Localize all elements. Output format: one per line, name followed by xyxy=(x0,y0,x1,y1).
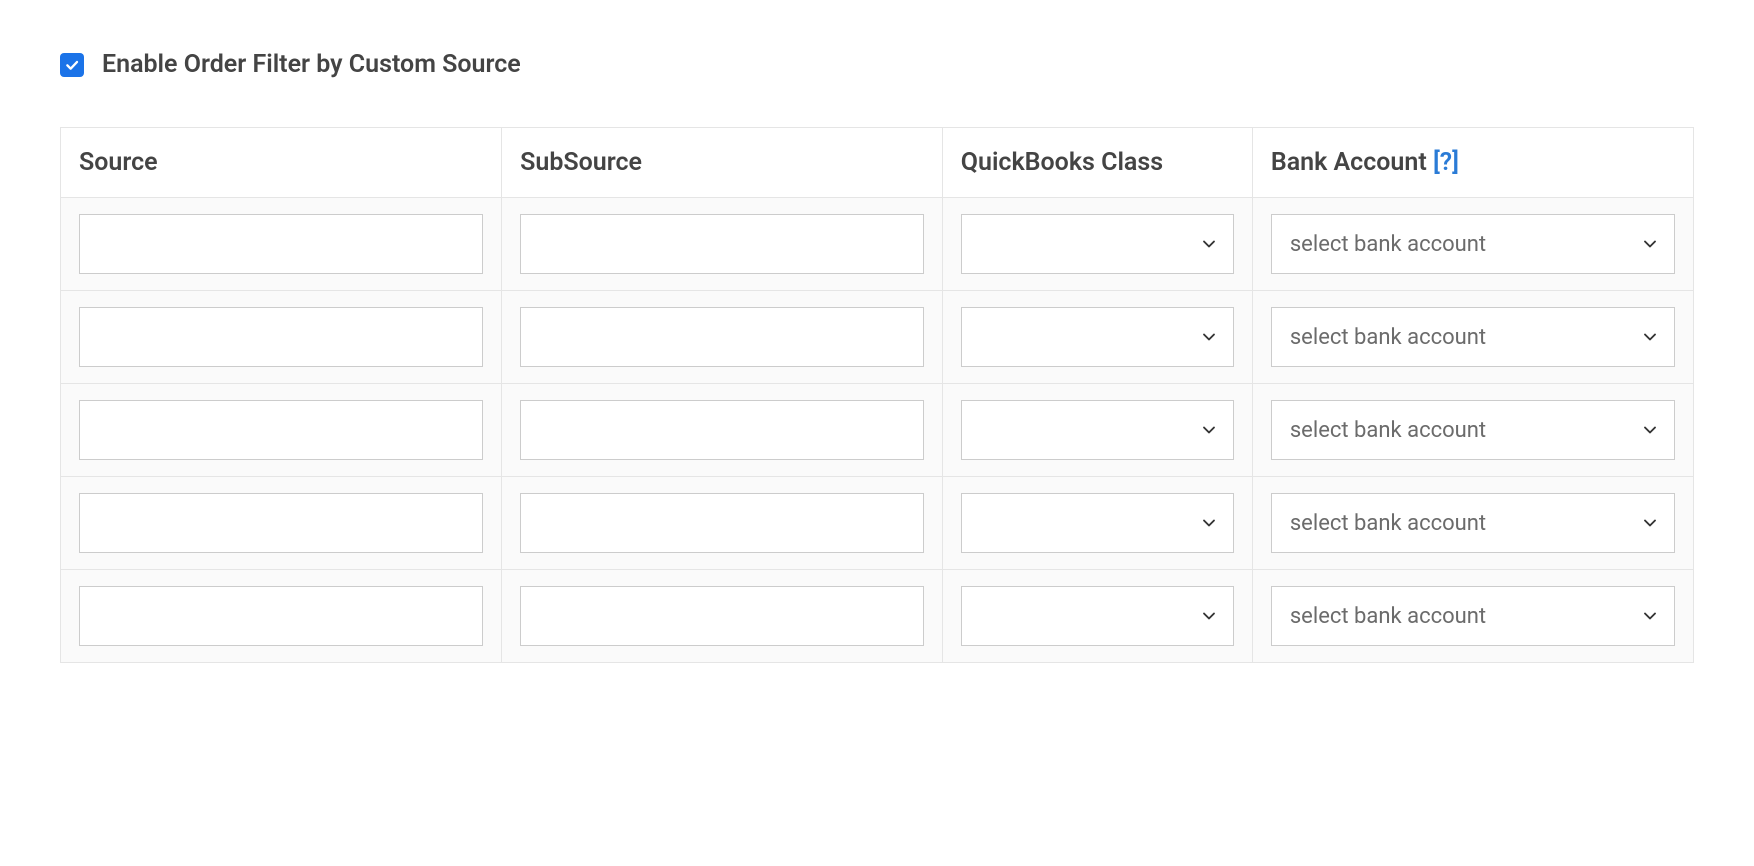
cell-quickbooks-class xyxy=(942,291,1252,384)
cell-bank-account: select bank account xyxy=(1252,384,1693,477)
bank-account-select[interactable]: select bank account xyxy=(1271,586,1675,646)
source-input[interactable] xyxy=(79,400,483,460)
table-row: select bank account xyxy=(61,477,1693,570)
chevron-down-icon xyxy=(1640,420,1660,440)
column-header-source-label: Source xyxy=(79,148,158,177)
cell-bank-account: select bank account xyxy=(1252,291,1693,384)
quickbooks-class-select[interactable] xyxy=(961,493,1234,553)
column-header-quickbooks-class-label: QuickBooks Class xyxy=(961,148,1163,177)
cell-source xyxy=(61,570,502,663)
cell-subsource xyxy=(502,384,943,477)
cell-source xyxy=(61,384,502,477)
chevron-down-icon xyxy=(1640,234,1660,254)
chevron-down-icon xyxy=(1640,327,1660,347)
table-row: select bank account xyxy=(61,570,1693,663)
quickbooks-class-select[interactable] xyxy=(961,307,1234,367)
source-input[interactable] xyxy=(79,307,483,367)
source-input[interactable] xyxy=(79,586,483,646)
table-header-row: Source SubSource QuickBooks Class Bank A… xyxy=(61,128,1693,198)
subsource-input[interactable] xyxy=(520,400,924,460)
cell-subsource xyxy=(502,570,943,663)
chevron-down-icon xyxy=(1199,234,1219,254)
chevron-down-icon xyxy=(1199,327,1219,347)
source-input[interactable] xyxy=(79,214,483,274)
cell-source xyxy=(61,291,502,384)
chevron-down-icon xyxy=(1640,513,1660,533)
quickbooks-class-select[interactable] xyxy=(961,400,1234,460)
subsource-input[interactable] xyxy=(520,493,924,553)
bank-account-select[interactable]: select bank account xyxy=(1271,214,1675,274)
table-row: select bank account xyxy=(61,384,1693,477)
column-header-quickbooks-class: QuickBooks Class xyxy=(942,128,1252,198)
bank-account-value: select bank account xyxy=(1290,604,1486,629)
subsource-input[interactable] xyxy=(520,586,924,646)
subsource-input[interactable] xyxy=(520,307,924,367)
bank-account-value: select bank account xyxy=(1290,325,1486,350)
table-row: select bank account xyxy=(61,198,1693,291)
cell-bank-account: select bank account xyxy=(1252,198,1693,291)
cell-bank-account: select bank account xyxy=(1252,477,1693,570)
check-icon xyxy=(64,57,80,73)
column-header-subsource-label: SubSource xyxy=(520,148,642,177)
table-row: select bank account xyxy=(61,291,1693,384)
bank-account-value: select bank account xyxy=(1290,511,1486,536)
cell-quickbooks-class xyxy=(942,477,1252,570)
bank-account-value: select bank account xyxy=(1290,232,1486,257)
enable-filter-label: Enable Order Filter by Custom Source xyxy=(102,50,521,79)
bank-account-select[interactable]: select bank account xyxy=(1271,493,1675,553)
cell-quickbooks-class xyxy=(942,570,1252,663)
bank-account-help-link[interactable]: [?] xyxy=(1433,148,1459,177)
cell-quickbooks-class xyxy=(942,384,1252,477)
cell-subsource xyxy=(502,291,943,384)
chevron-down-icon xyxy=(1199,513,1219,533)
bank-account-value: select bank account xyxy=(1290,418,1486,443)
enable-filter-checkbox[interactable] xyxy=(60,53,84,77)
source-input[interactable] xyxy=(79,493,483,553)
quickbooks-class-select[interactable] xyxy=(961,214,1234,274)
chevron-down-icon xyxy=(1640,606,1660,626)
chevron-down-icon xyxy=(1199,420,1219,440)
cell-bank-account: select bank account xyxy=(1252,570,1693,663)
bank-account-select[interactable]: select bank account xyxy=(1271,307,1675,367)
cell-quickbooks-class xyxy=(942,198,1252,291)
filter-table-wrap: Source SubSource QuickBooks Class Bank A… xyxy=(60,127,1694,663)
column-header-source: Source xyxy=(61,128,502,198)
cell-source xyxy=(61,198,502,291)
filter-table: Source SubSource QuickBooks Class Bank A… xyxy=(61,128,1693,662)
cell-subsource xyxy=(502,198,943,291)
quickbooks-class-select[interactable] xyxy=(961,586,1234,646)
column-header-bank-account: Bank Account [?] xyxy=(1252,128,1693,198)
cell-source xyxy=(61,477,502,570)
chevron-down-icon xyxy=(1199,606,1219,626)
bank-account-select[interactable]: select bank account xyxy=(1271,400,1675,460)
subsource-input[interactable] xyxy=(520,214,924,274)
enable-filter-row: Enable Order Filter by Custom Source xyxy=(60,50,1694,79)
column-header-bank-account-label: Bank Account xyxy=(1271,148,1427,177)
column-header-subsource: SubSource xyxy=(502,128,943,198)
cell-subsource xyxy=(502,477,943,570)
